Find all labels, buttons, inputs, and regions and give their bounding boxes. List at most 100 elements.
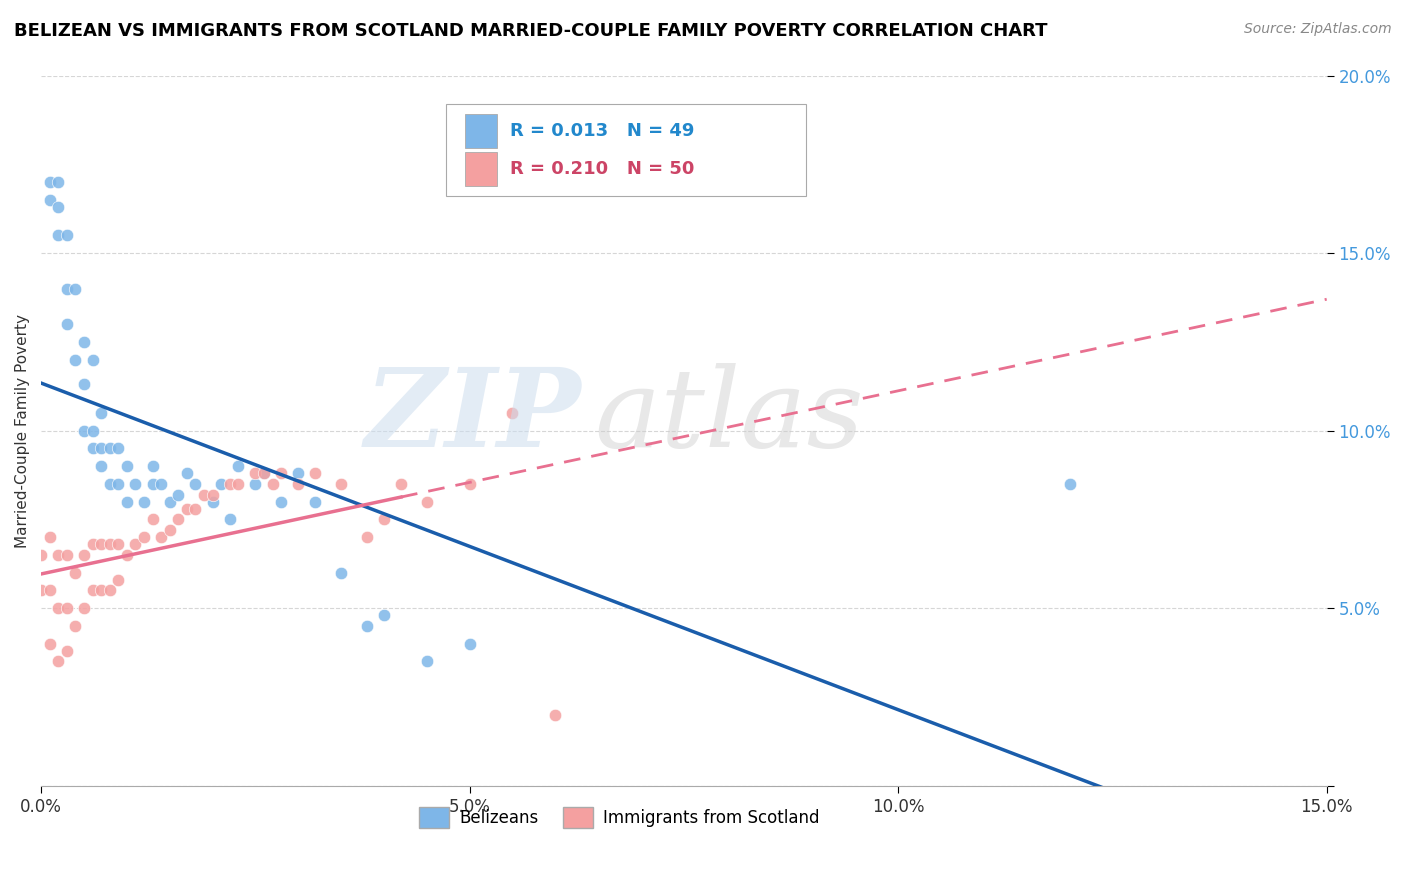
Point [304,467,326,481]
Point [373,512,395,526]
FancyBboxPatch shape [465,153,498,186]
Text: Source: ZipAtlas.com: Source: ZipAtlas.com [1244,22,1392,37]
Point [287,477,309,491]
Point [90,406,112,420]
Point [544,707,567,722]
Point [176,467,198,481]
Point [46,200,69,214]
Point [73,377,96,392]
Point [245,467,267,481]
Point [115,459,138,474]
Text: BELIZEAN VS IMMIGRANTS FROM SCOTLAND MARRIED-COUPLE FAMILY POVERTY CORRELATION C: BELIZEAN VS IMMIGRANTS FROM SCOTLAND MAR… [14,22,1047,40]
Point [56,644,79,658]
Point [38,637,60,651]
Legend: Belizeans, Immigrants from Scotland: Belizeans, Immigrants from Scotland [412,801,827,834]
Point [65,619,87,633]
Point [458,637,481,651]
Point [98,477,121,491]
Point [356,619,378,633]
Point [115,494,138,508]
Point [82,424,104,438]
Point [82,352,104,367]
Point [287,467,309,481]
Point [150,477,173,491]
Point [373,608,395,623]
Point [218,477,240,491]
Point [56,282,79,296]
Point [416,494,439,508]
Point [184,501,207,516]
Point [56,228,79,243]
Point [270,467,292,481]
Point [167,512,190,526]
Point [141,459,163,474]
Point [46,228,69,243]
Point [65,282,87,296]
Point [107,477,129,491]
Point [356,530,378,544]
Point [107,442,129,456]
Text: R = 0.013   N = 49: R = 0.013 N = 49 [510,122,695,140]
Point [124,537,146,551]
Point [262,477,284,491]
Text: R = 0.210   N = 50: R = 0.210 N = 50 [510,161,695,178]
Point [98,583,121,598]
Point [304,494,326,508]
Point [90,442,112,456]
Point [107,537,129,551]
Text: atlas: atlas [593,363,863,470]
Point [159,523,181,537]
Point [65,352,87,367]
Point [73,334,96,349]
Point [502,406,524,420]
Point [56,548,79,562]
Point [90,537,112,551]
Point [253,467,276,481]
Point [330,477,353,491]
FancyBboxPatch shape [465,114,498,148]
Point [226,477,249,491]
Point [201,487,224,501]
Point [38,530,60,544]
Point [82,442,104,456]
Point [141,477,163,491]
Point [150,530,173,544]
Point [193,487,215,501]
Point [38,583,60,598]
Point [30,583,52,598]
Point [184,477,207,491]
Text: ZIP: ZIP [364,363,581,470]
Point [98,537,121,551]
Point [201,494,224,508]
Point [115,548,138,562]
Point [218,512,240,526]
Point [389,477,412,491]
Point [73,424,96,438]
Point [73,601,96,615]
Point [226,459,249,474]
Point [46,655,69,669]
Point [132,494,155,508]
Point [90,459,112,474]
Point [38,193,60,207]
Point [46,601,69,615]
Point [46,175,69,189]
Point [98,442,121,456]
Y-axis label: Married-Couple Family Poverty: Married-Couple Family Poverty [15,314,30,548]
Point [132,530,155,544]
Point [56,317,79,331]
Point [30,548,52,562]
Point [90,583,112,598]
Point [253,467,276,481]
FancyBboxPatch shape [446,104,806,196]
Point [82,537,104,551]
Point [65,566,87,580]
Point [46,548,69,562]
Point [458,477,481,491]
Point [141,512,163,526]
Point [73,548,96,562]
Point [38,175,60,189]
Point [245,477,267,491]
Point [176,501,198,516]
Point [82,583,104,598]
